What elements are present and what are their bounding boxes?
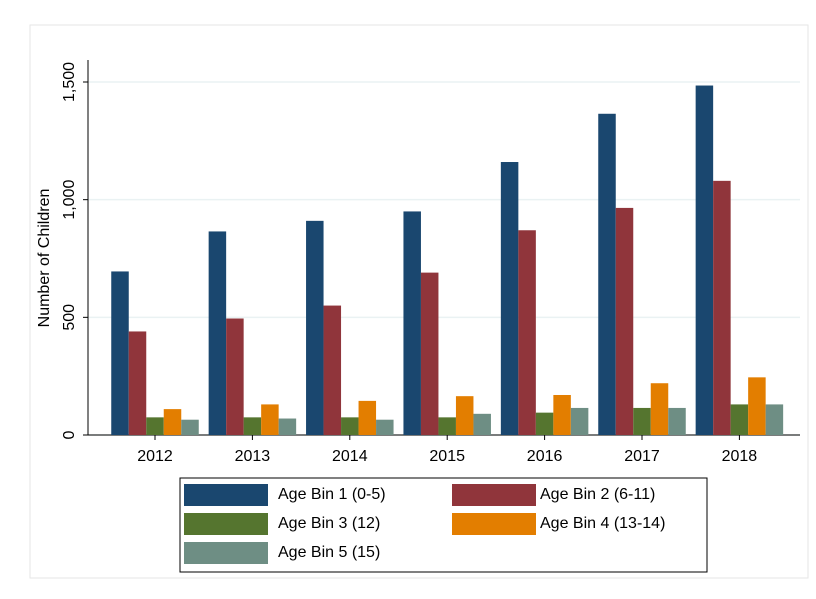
y-tick-label: 0: [61, 430, 78, 439]
bar: [128, 331, 147, 435]
x-tick-label: 2016: [527, 448, 563, 465]
legend-label: Age Bin 5 (15): [278, 544, 380, 561]
bar: [261, 404, 279, 435]
bar: [341, 417, 359, 435]
bar: [535, 412, 554, 435]
legend-swatch: [184, 484, 268, 506]
bar: [208, 231, 227, 435]
bar: [748, 377, 766, 435]
bar: [358, 400, 377, 435]
bar: [376, 419, 394, 435]
bar: [278, 418, 297, 435]
y-tick-label: 1,500: [61, 62, 78, 102]
x-tick-label: 2014: [332, 448, 368, 465]
legend-swatch: [184, 513, 268, 535]
bar: [323, 305, 342, 435]
bar: [730, 404, 749, 435]
bar: [403, 211, 421, 435]
bar: [243, 417, 262, 435]
bar: [713, 180, 731, 435]
legend-label: Age Bin 1 (0-5): [278, 486, 386, 503]
x-tick-label: 2013: [235, 448, 271, 465]
y-axis-title: Number of Children: [36, 189, 53, 328]
bar: [306, 220, 324, 435]
bar: [420, 272, 439, 435]
x-tick-label: 2018: [722, 448, 758, 465]
bar: [598, 113, 616, 436]
bar: [633, 407, 651, 435]
bar: [500, 162, 519, 435]
legend-label: Age Bin 2 (6-11): [540, 486, 655, 503]
legend-swatch: [452, 484, 536, 506]
bar: [111, 271, 129, 435]
bar: [181, 419, 199, 435]
x-tick-label: 2017: [624, 448, 660, 465]
bar: [615, 207, 634, 435]
x-tick-label: 2012: [137, 448, 173, 465]
legend-swatch: [184, 542, 268, 564]
bar: [226, 318, 244, 435]
bar: [163, 409, 182, 435]
bar: [473, 413, 491, 435]
bar: [668, 407, 686, 435]
bar: [146, 417, 164, 435]
y-tick-label: 500: [61, 304, 78, 331]
bar: [438, 417, 456, 435]
x-tick-label: 2015: [429, 448, 465, 465]
legend-swatch: [452, 513, 536, 535]
legend-label: Age Bin 3 (12): [278, 515, 380, 532]
bar: [518, 230, 536, 435]
bar: [570, 407, 589, 435]
bar: [455, 396, 474, 435]
bar: [553, 394, 571, 435]
bar: [650, 383, 669, 435]
bar: [765, 404, 784, 435]
bar: [695, 85, 714, 435]
y-tick-label: 1,000: [61, 180, 78, 220]
legend-label: Age Bin 4 (13-14): [540, 515, 665, 532]
